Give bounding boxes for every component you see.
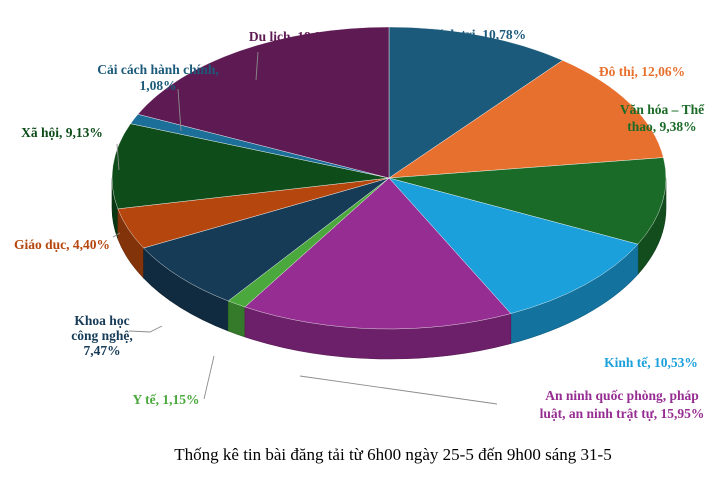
slice-label-line: thao, 9,38% bbox=[627, 119, 696, 134]
slice-label-line: Du lịch, 18,06% bbox=[249, 29, 341, 44]
pie-slice-1 bbox=[388, 60, 664, 179]
slice-label-line: Y tế, 1,15% bbox=[133, 392, 200, 407]
chart-caption: Thống kê tin bài đăng tải từ 6h00 ngày 2… bbox=[174, 445, 611, 464]
slice-label-line: Đô thị, 12,06% bbox=[599, 64, 685, 79]
leader-line-8 bbox=[116, 143, 120, 171]
pie-slice-0 bbox=[388, 26, 564, 179]
leader-line-6 bbox=[128, 325, 163, 333]
slice-label-line: Khoa học bbox=[74, 313, 129, 328]
pie-slice-2 bbox=[388, 157, 667, 245]
slice-label-0: Chính trị, 10,78% bbox=[422, 27, 526, 42]
slice-label-line: 1,08% bbox=[139, 78, 176, 93]
slice-label-line: công nghệ, bbox=[71, 328, 133, 343]
leader-line-7 bbox=[112, 232, 121, 238]
slice-label-10: Du lịch, 18,06% bbox=[249, 29, 341, 44]
slice-label-line: Giáo dục, 4,40% bbox=[14, 237, 110, 252]
leader-line-4 bbox=[299, 375, 498, 405]
pie-slice-4 bbox=[244, 177, 512, 330]
slice-label-4: An ninh quốc phòng, pháp luật, an ninh tr… bbox=[540, 388, 705, 421]
leader-lines bbox=[112, 51, 498, 405]
slice-label-line: Kinh tế, 10,53% bbox=[604, 355, 698, 370]
pie-sides bbox=[111, 177, 667, 360]
pie-tops bbox=[111, 26, 667, 330]
slice-labels: Chính trị, 10,78% Đô thị, 12,06% Văn hóa –… bbox=[14, 27, 705, 421]
slice-label-9: Cải cách hành chính, 1,08% bbox=[97, 62, 219, 93]
slice-label-line: An ninh quốc phòng, pháp bbox=[545, 388, 698, 403]
slice-label-8: Xã hội, 9,13% bbox=[21, 125, 103, 140]
leader-line-10 bbox=[255, 51, 259, 81]
slice-label-7: Giáo dục, 4,40% bbox=[14, 237, 110, 252]
slice-label-line: Cải cách hành chính, bbox=[97, 62, 219, 77]
pie-slice-3 bbox=[388, 177, 639, 314]
slice-label-2: Văn hóa – Thể thao, 9,38% bbox=[620, 102, 705, 134]
leader-line-5 bbox=[203, 355, 215, 400]
slice-label-1: Đô thị, 12,06% bbox=[599, 64, 685, 79]
pie-slice-8 bbox=[111, 123, 390, 210]
slice-label-line: Xã hội, 9,13% bbox=[21, 125, 103, 140]
pie-slice-6 bbox=[143, 177, 390, 302]
leader-line-9 bbox=[177, 88, 182, 132]
slice-label-3: Kinh tế, 10,53% bbox=[604, 355, 698, 370]
slice-label-6: Khoa học công nghệ, 7,47% bbox=[71, 313, 133, 358]
slice-label-line: Văn hóa – Thể bbox=[620, 102, 705, 117]
slice-label-line: luật, an ninh trật tự, 15,95% bbox=[540, 406, 705, 421]
pie-slice-side-5 bbox=[227, 300, 246, 338]
slice-label-line: Chính trị, 10,78% bbox=[422, 27, 526, 42]
slice-label-5: Y tế, 1,15% bbox=[133, 392, 200, 407]
slice-label-line: 7,47% bbox=[83, 343, 120, 358]
pie-slice-10 bbox=[137, 26, 390, 179]
